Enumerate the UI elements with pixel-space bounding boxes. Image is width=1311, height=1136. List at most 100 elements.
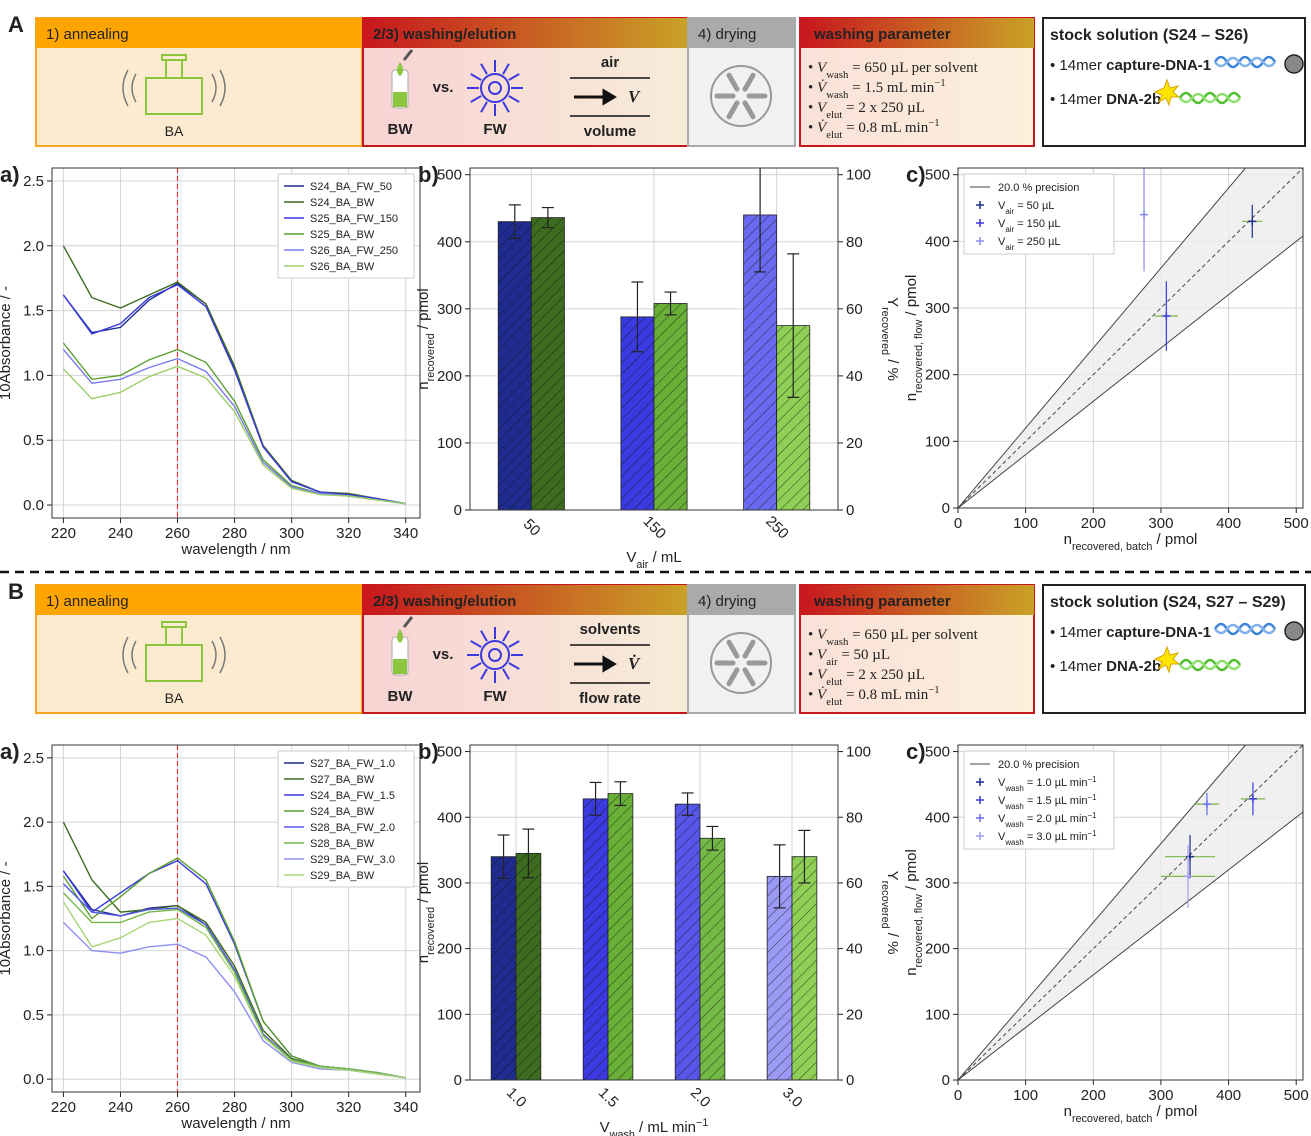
x-tick-label: 0	[954, 1087, 962, 1104]
y-tick-label: 2.5	[23, 173, 44, 190]
parameter-item-part: = 2 x 250 µL	[842, 100, 925, 116]
x-tick-label: 320	[336, 525, 361, 542]
variable-top: solvents	[580, 621, 641, 638]
legend-swatch	[976, 237, 984, 245]
parameter-item: • Vwash = 650 µL per solvent	[808, 60, 979, 81]
point	[1248, 794, 1257, 803]
y2-tick-label: 100	[846, 744, 871, 761]
point	[1202, 800, 1211, 809]
y-tick-label: 0.0	[23, 1071, 44, 1088]
icon-part	[397, 62, 403, 76]
y-tick-label: 0	[454, 502, 462, 519]
legend-label: Vwash = 1.5 µL min−1	[998, 793, 1097, 811]
y2-tick-label: 0	[846, 502, 854, 519]
x-tick-label: 300	[1148, 1087, 1173, 1104]
stock-item-part: • 14mer	[1050, 91, 1106, 108]
y-tick-label: 1.0	[23, 943, 44, 960]
parameter-header	[800, 18, 1034, 48]
annealing-header	[36, 18, 362, 48]
icon-part	[161, 621, 187, 628]
stock-box	[1042, 584, 1306, 714]
versus: vs.	[433, 79, 454, 96]
parameter-item-part: •	[808, 80, 817, 96]
x-axis-label-part: / pmol	[1152, 1103, 1197, 1120]
heater-icon	[122, 54, 226, 115]
y2-tick-label: 40	[846, 941, 863, 958]
legend-box	[277, 750, 415, 888]
x-tick-label: 200	[1081, 1087, 1106, 1104]
error-bar	[754, 168, 767, 273]
washing-header	[363, 585, 688, 615]
point	[1184, 872, 1192, 881]
x-axis-label-part: V	[626, 549, 636, 566]
y-axis-label-part: n	[903, 393, 920, 401]
icon-part	[1179, 659, 1241, 671]
series-line	[62, 892, 406, 1079]
y-tick-label: 500	[437, 744, 462, 761]
icon-part	[393, 659, 407, 674]
parameter-item-part: −1	[928, 684, 940, 696]
parameter-item-part: = 650 µL per solvent	[848, 627, 978, 643]
icon-part	[502, 101, 510, 113]
parameter-item-part: elut	[826, 129, 842, 141]
panel-label: a)	[0, 162, 20, 187]
x-tick-label: 340	[393, 1099, 418, 1116]
error-bar	[773, 844, 786, 909]
legend-label: S27_BA_BW	[310, 774, 375, 786]
panel-label: b)	[418, 739, 439, 764]
icon-part	[480, 668, 488, 680]
legend-label-part: V	[998, 777, 1006, 789]
parameter-item-part: V̇	[817, 687, 828, 703]
y-axis-label-part: n	[415, 955, 432, 963]
icon-part	[1178, 91, 1242, 105]
plot-frame	[957, 167, 1304, 509]
icon-part	[1284, 621, 1304, 641]
batch-icon	[391, 616, 414, 676]
flow-label: FW	[483, 121, 507, 138]
parameter-item-part: elut	[826, 109, 842, 121]
bar-hatch	[516, 853, 541, 1080]
y-axis-label-part: n	[415, 381, 432, 389]
icon-part	[502, 630, 510, 642]
workflow-panel: B 1) annealing BA 2/3) washing/elution BW vs.…	[8, 579, 1306, 714]
step-title: 4) drying	[698, 26, 756, 43]
legend-label: S24_BA_BW	[310, 806, 375, 818]
centrifuge-icon	[710, 632, 772, 694]
parameter-item-part: = 50 µL	[838, 647, 891, 663]
y2-axis-label: Yrecovered / %	[879, 871, 901, 955]
y2-axis-label-part: / %	[884, 929, 901, 955]
step-title: 4) drying	[698, 593, 756, 610]
legend-label-part: = 2.0 µL min	[1024, 813, 1088, 825]
x-tick-label: 1.5	[595, 1084, 622, 1111]
stock-item-part: • 14mer	[1050, 624, 1106, 641]
stock-item: • 14mer capture-DNA-1	[1050, 57, 1211, 74]
icon-part	[488, 648, 502, 662]
icon-part	[1213, 55, 1277, 69]
legend-label: S25_BA_BW	[310, 229, 375, 241]
error-bar	[706, 825, 719, 851]
legend-label-part: air	[1005, 207, 1014, 216]
icon-part	[742, 100, 756, 120]
y-axis-label-part: recovered	[425, 333, 437, 381]
panel-label: a)	[0, 739, 20, 764]
panel-label: c)	[906, 162, 926, 187]
parameter-item-part: •	[808, 120, 817, 136]
parameter-item-part: V	[817, 60, 828, 76]
icon-part	[508, 640, 520, 648]
legend-label: S26_BA_BW	[310, 261, 375, 273]
y2-axis-label-part: Y	[884, 871, 901, 881]
bar-hatch	[654, 303, 688, 510]
parameter-item-part: •	[808, 60, 817, 76]
y2-tick-label: 60	[846, 875, 863, 892]
icon-part	[480, 73, 510, 103]
icon-part	[1213, 622, 1277, 636]
icon-part	[1214, 56, 1276, 68]
y-axis-label-part: / pmol	[415, 862, 432, 907]
parameter-header	[800, 585, 1034, 615]
icon-part	[480, 640, 510, 670]
stock-title: stock solution (S24 – S26)	[1050, 27, 1248, 44]
x-tick-label: 300	[279, 1099, 304, 1116]
legend-label: S24_BA_FW_50	[310, 181, 392, 193]
